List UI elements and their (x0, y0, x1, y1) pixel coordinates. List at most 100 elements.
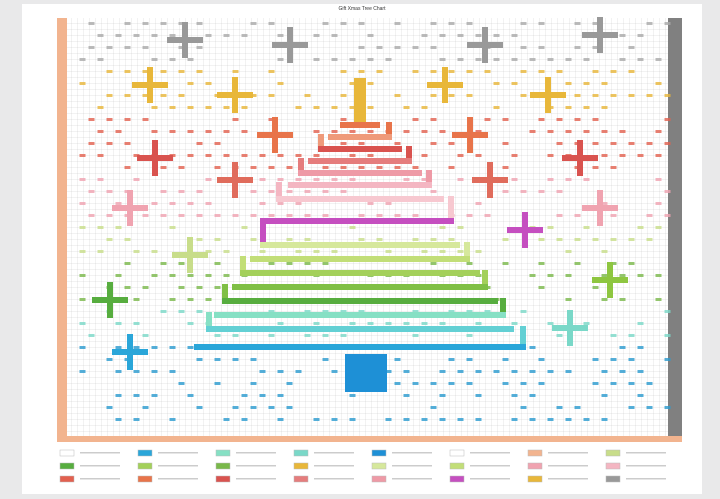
stitch-dot (169, 34, 176, 37)
stitch-dot (124, 238, 131, 241)
stitch-dot (313, 130, 320, 133)
stitch-dot (349, 394, 356, 397)
stitch-dot (601, 250, 608, 253)
stitch-dot (421, 154, 428, 157)
stitch-dot (79, 322, 86, 325)
tree-link (260, 218, 266, 248)
stitch-dot (313, 34, 320, 37)
legend-swatch (449, 449, 465, 457)
stitch-dot (430, 382, 437, 385)
stitch-dot (646, 94, 653, 97)
stitch-dot (601, 370, 608, 373)
stitch-dot (565, 370, 572, 373)
stitch-dot (592, 70, 599, 73)
stitch-dot (565, 58, 572, 61)
stitch-dot (601, 106, 608, 109)
stitch-dot (160, 94, 167, 97)
star (567, 310, 573, 346)
stitch-dot (421, 106, 428, 109)
stitch-dot (574, 46, 581, 49)
stitch-dot (223, 106, 230, 109)
legend-line (470, 452, 510, 454)
stitch-dot (196, 286, 203, 289)
stitch-dot (511, 418, 518, 421)
stitch-dot (547, 154, 554, 157)
stitch-dot (196, 22, 203, 25)
stitch-dot (529, 58, 536, 61)
stitch-dot (187, 82, 194, 85)
stitch-dot (286, 382, 293, 385)
tree-band (222, 298, 498, 304)
tree-band (340, 122, 380, 128)
stitch-dot (142, 70, 149, 73)
stitch-dot (430, 190, 437, 193)
tree-link (318, 134, 324, 152)
legend (59, 449, 666, 483)
stitch-dot (385, 370, 392, 373)
legend-swatch (527, 462, 543, 470)
stitch-dot (187, 298, 194, 301)
stitch-dot (610, 214, 617, 217)
stitch-dot (79, 58, 86, 61)
stitch-dot (412, 238, 419, 241)
stitch-dot (484, 214, 491, 217)
stitch-dot (178, 166, 185, 169)
stitch-dot (619, 346, 626, 349)
stitch-dot (124, 46, 131, 49)
legend-line (80, 478, 120, 480)
stitch-dot (556, 238, 563, 241)
stitch-dot (565, 418, 572, 421)
stitch-dot (547, 178, 554, 181)
stitch-dot (322, 310, 329, 313)
legend-line (626, 465, 666, 467)
stitch-dot (502, 358, 509, 361)
tree-link (222, 284, 228, 304)
stitch-dot (457, 154, 464, 157)
stitch-dot (583, 178, 590, 181)
stitch-dot (277, 322, 284, 325)
stitch-dot (160, 22, 167, 25)
stitch-dot (664, 118, 671, 121)
stitch-dot (421, 250, 428, 253)
stitch-dot (331, 130, 338, 133)
stitch-dot (394, 46, 401, 49)
stitch-dot (178, 310, 185, 313)
stitch-dot (565, 274, 572, 277)
stitch-dot (394, 166, 401, 169)
stitch-dot (115, 346, 122, 349)
stitch-dot (403, 106, 410, 109)
stitch-dot (547, 130, 554, 133)
stitch-dot (313, 154, 320, 157)
star (487, 162, 493, 198)
legend-swatch (137, 462, 153, 470)
stitch-dot (610, 238, 617, 241)
stitch-dot (664, 406, 671, 409)
stitch-dot (142, 334, 149, 337)
stitch-dot (448, 22, 455, 25)
stitch-dot (313, 418, 320, 421)
stitch-dot (241, 154, 248, 157)
stitch-dot (223, 34, 230, 37)
star (232, 162, 238, 198)
stitch-dot (178, 214, 185, 217)
stitch-dot (457, 178, 464, 181)
tree-band (250, 256, 470, 262)
stitch-dot (205, 106, 212, 109)
stitch-dot (610, 334, 617, 337)
stitch-dot (133, 322, 140, 325)
stitch-dot (655, 178, 662, 181)
stitch-dot (106, 190, 113, 193)
stitch-dot (241, 418, 248, 421)
stitch-dot (628, 334, 635, 337)
stitch-dot (646, 382, 653, 385)
stitch-dot (187, 274, 194, 277)
legend-line (236, 478, 276, 480)
legend-swatch (137, 449, 153, 457)
stitch-dot (583, 226, 590, 229)
stitch-dot (187, 394, 194, 397)
stitch-dot (142, 94, 149, 97)
stitch-dot (151, 34, 158, 37)
stitch-dot (214, 214, 221, 217)
stitch-dot (250, 94, 257, 97)
stitch-dot (160, 262, 167, 265)
